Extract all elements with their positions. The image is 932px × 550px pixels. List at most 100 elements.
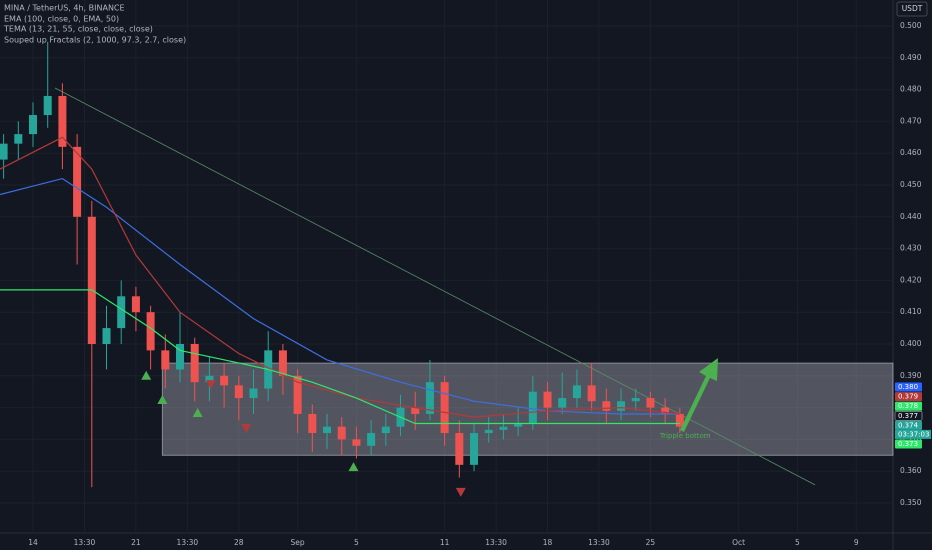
candle-body	[661, 407, 670, 414]
x-tick-label: 28	[234, 538, 244, 547]
x-tick-label: 21	[131, 538, 141, 547]
x-tick-label: 13:30	[485, 538, 507, 547]
y-tick-label: 0.410	[900, 307, 922, 316]
indicator-line	[0, 177, 680, 415]
currency-box[interactable]	[896, 1, 928, 17]
price-badge	[895, 382, 922, 392]
price-badge	[895, 401, 922, 411]
y-tick-label: 0.400	[900, 339, 922, 348]
y-tick-label: 0.500	[900, 21, 922, 30]
candle-body	[572, 385, 581, 399]
candle-body	[617, 401, 626, 411]
candle-body	[587, 385, 596, 402]
fractal-marker	[141, 370, 152, 380]
x-tick-label: 13:30	[177, 538, 199, 547]
candle-body	[631, 398, 640, 402]
candle-body	[470, 433, 479, 465]
y-tick-label: 0.350	[900, 498, 922, 507]
candle-body	[131, 296, 140, 313]
x-tick-label: 11	[440, 538, 450, 547]
price-badge-label: 0.377	[898, 412, 918, 420]
fractal-marker	[241, 423, 252, 433]
price-badge-label: 0.374	[898, 421, 919, 429]
y-tick-label: 0.460	[900, 148, 922, 157]
chart-title: MINA / TetherUS, 4h, BINANCE	[4, 4, 125, 13]
candle-body	[675, 413, 684, 427]
y-tick-label: 0.480	[900, 85, 922, 94]
y-tick-label: 0.450	[900, 180, 922, 189]
candle-body	[602, 401, 611, 411]
x-tick-label: 14	[28, 538, 38, 547]
candle-body	[455, 433, 464, 465]
candle-body	[146, 312, 155, 351]
candle-body	[43, 95, 52, 116]
x-tick-label: 9	[854, 538, 859, 547]
candle-body	[29, 115, 38, 135]
price-badge-label: 0.379	[898, 393, 918, 401]
candle-body	[161, 350, 170, 370]
annotation: Tripple bottom	[659, 432, 711, 440]
candle-body	[558, 398, 567, 408]
candle-body	[190, 344, 199, 383]
candle-body	[249, 388, 258, 399]
candle-body	[514, 423, 523, 427]
candle-body	[499, 426, 508, 430]
x-tick-label: Oct	[732, 538, 745, 547]
fractal-marker	[192, 408, 203, 418]
arrow	[680, 358, 718, 432]
candle-body	[278, 350, 287, 376]
candle-body	[646, 398, 655, 408]
candle-body	[337, 426, 346, 440]
price-badge-label: 0.380	[898, 383, 918, 391]
candle-body	[73, 146, 82, 217]
candle-body	[102, 328, 111, 344]
x-tick-label: 5	[795, 538, 800, 547]
price-badge-label: 0.378	[898, 402, 918, 410]
fractal-marker	[455, 487, 466, 497]
plot-area: Tripple bottom	[0, 41, 894, 497]
candle-body	[367, 433, 376, 446]
candle-body	[381, 426, 390, 434]
x-tick-label: 13:30	[74, 538, 96, 547]
candle-body	[543, 391, 552, 408]
candle-body	[87, 216, 96, 344]
candle-body	[425, 382, 434, 414]
candle-body	[323, 426, 332, 434]
price-badge	[895, 392, 922, 402]
indicator-label: TEMA (13, 21, 55, close, close, close)	[3, 25, 153, 34]
candle-body	[58, 95, 67, 147]
fractal-marker	[157, 394, 168, 404]
candle-body	[220, 375, 229, 386]
fractal-marker	[205, 380, 216, 390]
price-badge	[895, 439, 922, 449]
candle-body	[0, 143, 8, 160]
candle-body	[484, 429, 493, 434]
candle-body	[117, 296, 126, 329]
price-badge	[895, 420, 922, 430]
candle-body	[234, 385, 243, 399]
candle-body	[205, 375, 214, 383]
fractal-marker	[348, 462, 359, 472]
candle-body	[352, 439, 361, 446]
y-tick-label: 0.440	[900, 212, 922, 221]
candle-body	[176, 344, 185, 370]
indicator-label: Souped up Fractals (2, 1000, 97.3, 2.7, …	[4, 36, 186, 45]
x-tick-label: 5	[354, 538, 359, 547]
countdown: 03:37:03	[898, 430, 929, 438]
price-badge	[894, 411, 923, 421]
indicator-label: EMA (100, close, 0, EMA, 50)	[4, 15, 119, 24]
indicator-line	[0, 289, 680, 425]
candle-body	[528, 391, 537, 424]
countdown-box	[895, 429, 931, 439]
candle-body	[308, 413, 317, 434]
x-tick-label: 25	[646, 538, 656, 547]
y-tick-label: 0.430	[900, 244, 922, 253]
y-tick-label: 0.390	[900, 371, 922, 380]
x-tick-label: 18	[543, 538, 553, 547]
indicator-line	[0, 136, 680, 418]
zone	[161, 362, 894, 456]
x-tick-label: 13:30	[588, 538, 610, 547]
currency-label[interactable]: USDT	[902, 4, 923, 13]
